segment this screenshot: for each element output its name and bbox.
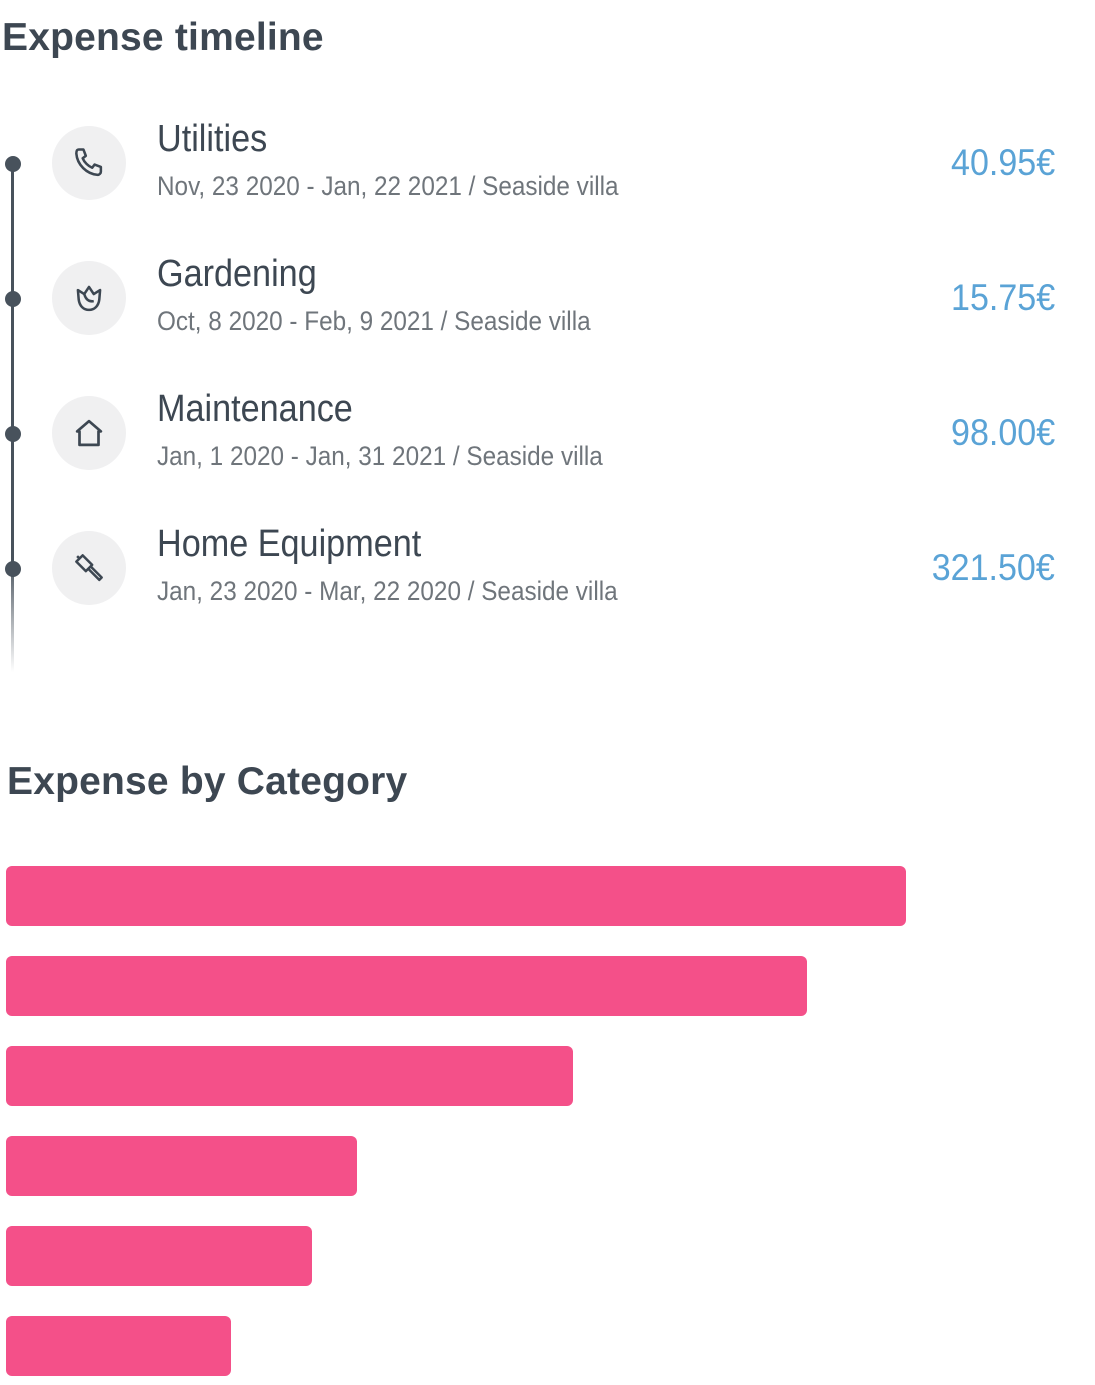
item-subtitle: Nov, 23 2020 - Jan, 22 2021 / Seaside vi… bbox=[157, 171, 619, 201]
item-title: Gardening bbox=[157, 253, 317, 295]
category-bar[interactable] bbox=[6, 956, 807, 1016]
expense-by-category-title: Expense by Category bbox=[7, 760, 408, 803]
timeline-dot bbox=[5, 156, 21, 172]
item-subtitle: Oct, 8 2020 - Feb, 9 2021 / Seaside vill… bbox=[157, 306, 591, 336]
item-subtitle: Jan, 23 2020 - Mar, 22 2020 / Seaside vi… bbox=[157, 576, 618, 606]
category-bar[interactable] bbox=[6, 1316, 231, 1376]
timeline-item-home-equipment[interactable]: Home Equipment Jan, 23 2020 - Mar, 22 20… bbox=[0, 523, 1095, 631]
category-bar[interactable] bbox=[6, 1226, 312, 1286]
timeline-line bbox=[11, 160, 14, 672]
category-bar[interactable] bbox=[6, 1136, 357, 1196]
item-subtitle: Jan, 1 2020 - Jan, 31 2021 / Seaside vil… bbox=[157, 441, 603, 471]
item-amount: 321.50€ bbox=[931, 547, 1055, 588]
item-amount: 40.95€ bbox=[950, 142, 1055, 183]
item-title: Home Equipment bbox=[157, 523, 422, 565]
expense-timeline-title: Expense timeline bbox=[2, 16, 324, 59]
timeline-dot bbox=[5, 426, 21, 442]
timeline-item-utilities[interactable]: Utilities Nov, 23 2020 - Jan, 22 2021 / … bbox=[0, 118, 1095, 226]
item-title: Utilities bbox=[157, 118, 268, 160]
item-amount: 15.75€ bbox=[950, 277, 1055, 318]
phone-icon bbox=[52, 126, 126, 200]
house-icon bbox=[52, 396, 126, 470]
timeline-item-maintenance[interactable]: Maintenance Jan, 1 2020 - Jan, 31 2021 /… bbox=[0, 388, 1095, 496]
category-bar[interactable] bbox=[6, 1046, 573, 1106]
flower-icon bbox=[52, 261, 126, 335]
timeline-dot bbox=[5, 561, 21, 577]
timeline-dot bbox=[5, 291, 21, 307]
hammer-icon bbox=[52, 531, 126, 605]
item-title: Maintenance bbox=[157, 388, 353, 430]
item-amount: 98.00€ bbox=[950, 412, 1055, 453]
timeline-item-gardening[interactable]: Gardening Oct, 8 2020 - Feb, 9 2021 / Se… bbox=[0, 253, 1095, 361]
category-bar[interactable] bbox=[6, 866, 906, 926]
category-bar-chart bbox=[6, 866, 1056, 1385]
